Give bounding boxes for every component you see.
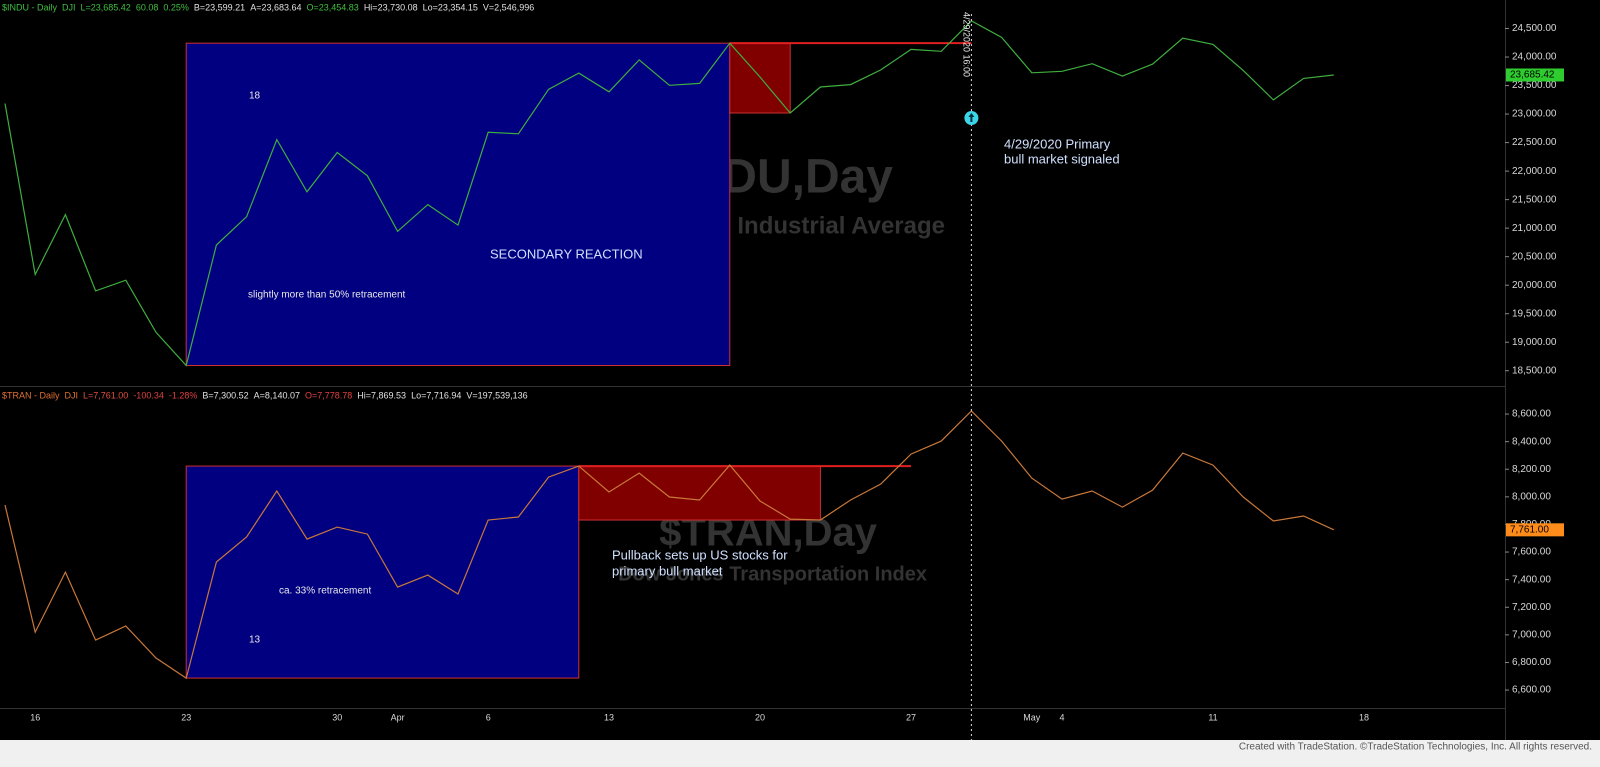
y-tick-label: 6,800.00	[1512, 657, 1551, 668]
highlight-box	[185, 465, 580, 679]
price-tag-label: 23,685.42	[1510, 70, 1555, 81]
y-tick-label: 8,600.00	[1512, 409, 1551, 420]
y-tick-label: 6,600.00	[1512, 685, 1551, 696]
price-tag-label: 7,761.00	[1510, 524, 1549, 535]
symbol-header: Hi=7,869.53	[357, 390, 406, 400]
annotation: 4/29/2020 Primary	[1004, 136, 1111, 151]
y-tick-label: 23,500.00	[1512, 80, 1557, 91]
y-tick-label: 22,000.00	[1512, 166, 1557, 177]
y-tick-label: 22,500.00	[1512, 137, 1557, 148]
price-tag	[1506, 523, 1564, 537]
price-tag	[1506, 68, 1564, 82]
symbol-header: L=23,685.42	[81, 2, 131, 12]
x-tick-label: May	[1023, 712, 1041, 722]
symbol-header: 0.25%	[163, 2, 189, 12]
price-line	[4, 20, 1334, 367]
symbol-header: 60.08	[136, 2, 159, 12]
annotation: 18	[249, 91, 261, 102]
symbol-header: $INDU - Daily	[2, 2, 58, 12]
symbol-header: -100.34	[133, 390, 164, 400]
x-tick-label: Apr	[391, 712, 405, 722]
y-tick-label: 8,200.00	[1512, 464, 1551, 475]
footer: Created with TradeStation. ©TradeStation…	[1239, 742, 1592, 753]
annotation: primary bull market	[612, 563, 723, 578]
annotation: 13	[249, 635, 261, 646]
symbol-header: A=23,683.64	[250, 2, 301, 12]
y-tick-label: 19,000.00	[1512, 337, 1557, 348]
y-tick-label: 19,500.00	[1512, 308, 1557, 319]
symbol-header: Lo=23,354.15	[423, 2, 478, 12]
symbol-header: Lo=7,716.94	[411, 390, 461, 400]
symbol-header: O=7,778.78	[305, 390, 352, 400]
x-tick-label: 11	[1208, 712, 1217, 722]
price-line	[4, 410, 1335, 680]
y-tick-label: 8,000.00	[1512, 491, 1551, 502]
annotation: bull market signaled	[1004, 151, 1120, 166]
symbol-header: O=23,454.83	[307, 2, 359, 12]
symbol-header: B=23,599.21	[194, 2, 245, 12]
y-tick-label: 18,500.00	[1512, 365, 1557, 376]
annotation: 4/29/2020 16:00	[962, 12, 972, 77]
y-tick-label: 20,500.00	[1512, 251, 1557, 262]
x-tick-label: 13	[604, 712, 614, 722]
y-tick-label: 7,200.00	[1512, 602, 1551, 613]
annotation: ca. 33% retracement	[279, 586, 371, 597]
x-tick-label: 20	[755, 712, 765, 722]
x-tick-label: 4	[1059, 712, 1064, 722]
symbol-header: V=2,546,996	[483, 2, 534, 12]
y-tick-label: 24,000.00	[1512, 52, 1557, 63]
event-arrow	[968, 113, 975, 122]
y-tick-label: 24,500.00	[1512, 23, 1557, 34]
y-tick-label: 23,000.00	[1512, 109, 1557, 120]
symbol-header: Hi=23,730.08	[364, 2, 418, 12]
y-tick-label: 7,000.00	[1512, 629, 1551, 640]
annotation: slightly more than 50% retracement	[248, 290, 406, 301]
annotation: SECONDARY REACTION	[490, 246, 643, 261]
y-tick-label: 20,000.00	[1512, 280, 1557, 291]
x-tick-label: 16	[30, 712, 40, 722]
y-tick-label: 7,400.00	[1512, 574, 1551, 585]
symbol-header: -1.28%	[169, 390, 198, 400]
y-tick-label: 21,000.00	[1512, 223, 1557, 234]
symbol-header: V=197,539,136	[466, 390, 527, 400]
symbol-header: DJI	[65, 390, 79, 400]
symbol-header: L=7,761.00	[83, 390, 128, 400]
symbol-header: $TRAN - Daily	[2, 390, 60, 400]
highlight-box	[578, 465, 821, 521]
x-tick-label: 18	[1359, 712, 1369, 722]
y-tick-label: 21,500.00	[1512, 194, 1557, 205]
watermark-subtitle: Dow Jones Transportation Index	[618, 563, 927, 585]
footer-bar	[0, 740, 1600, 767]
symbol-header: B=7,300.52	[202, 390, 248, 400]
symbol-header: A=8,140.07	[254, 390, 300, 400]
x-tick-label: 30	[332, 712, 342, 722]
annotation: Pullback sets up US stocks for	[612, 547, 788, 562]
highlight-box	[185, 42, 731, 366]
symbol-header: DJI	[62, 2, 76, 12]
x-tick-label: 6	[486, 712, 491, 722]
y-tick-label: 7,600.00	[1512, 547, 1551, 558]
y-tick-label: 8,400.00	[1512, 436, 1551, 447]
x-tick-label: 27	[906, 712, 916, 722]
x-tick-label: 23	[181, 712, 191, 722]
